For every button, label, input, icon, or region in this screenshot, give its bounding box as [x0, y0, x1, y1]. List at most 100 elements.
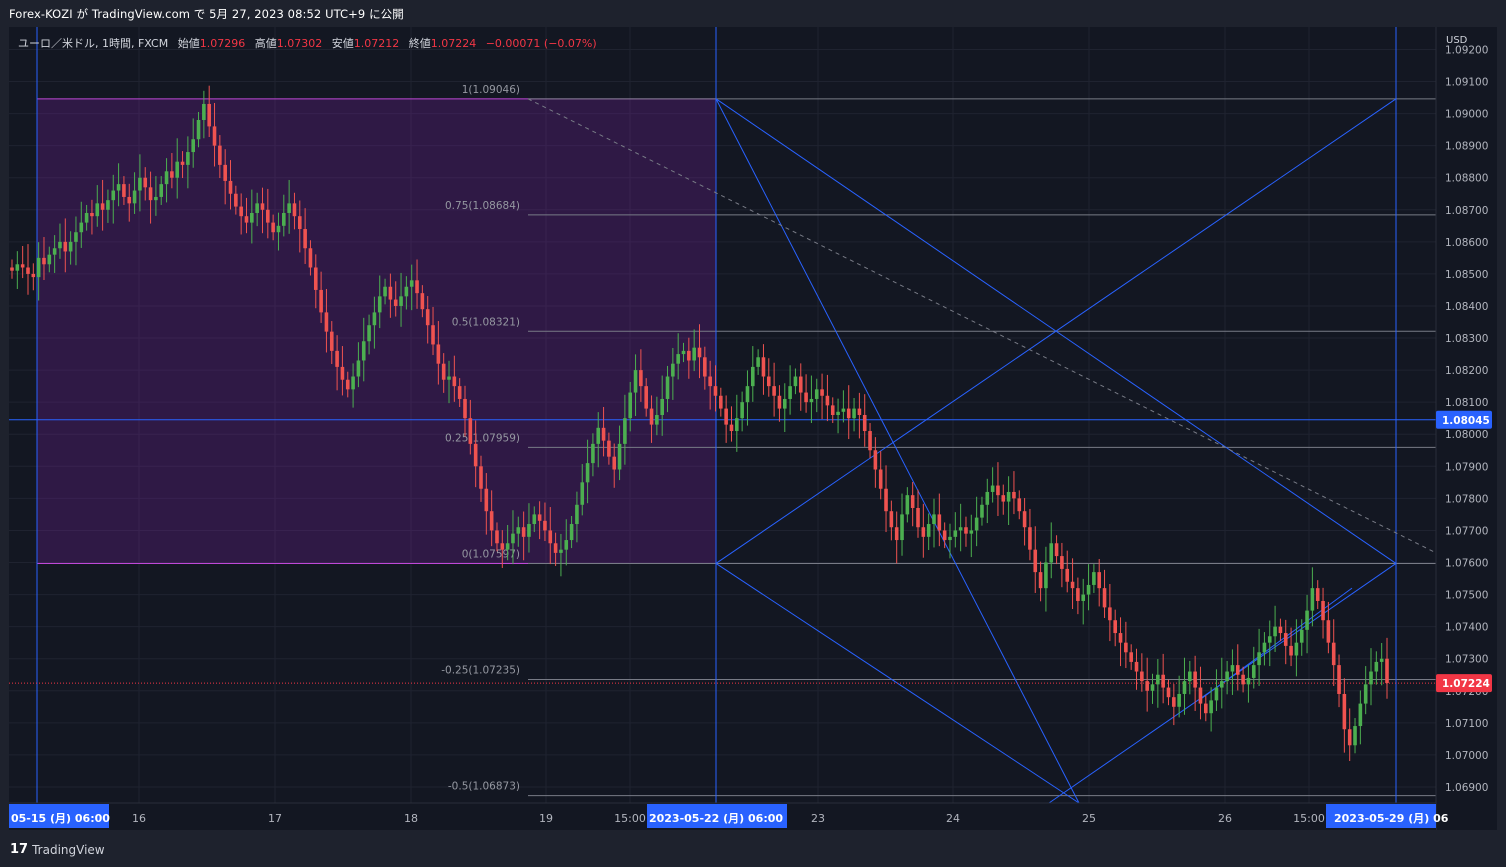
candle	[287, 179, 291, 234]
candle	[1241, 666, 1245, 693]
candle	[1012, 471, 1016, 515]
candle	[95, 185, 100, 227]
candle	[703, 346, 707, 390]
candle	[1065, 550, 1070, 593]
candle	[463, 385, 467, 437]
publish-title: Forex-KOZI が TradingView.com で 5月 27, 20…	[9, 7, 404, 21]
candle	[692, 329, 696, 372]
price-tick-label: 1.09200	[1445, 44, 1488, 56]
candle	[250, 189, 254, 244]
candle	[388, 273, 393, 318]
legend-high-label: 高値	[254, 37, 277, 50]
candle	[1161, 653, 1165, 704]
candle	[1225, 660, 1229, 695]
candle	[1353, 718, 1357, 754]
candle	[836, 398, 840, 434]
candle	[361, 317, 366, 382]
candle	[1369, 648, 1373, 706]
candle	[750, 346, 755, 402]
candle	[1081, 578, 1086, 625]
trend-line[interactable]	[715, 98, 1080, 804]
candle	[1251, 646, 1256, 689]
candle	[543, 502, 547, 542]
candle	[958, 503, 963, 552]
fib-level-label: 0.25(1.07959)	[445, 432, 520, 444]
candle	[676, 333, 680, 380]
time-marker-badge[interactable]	[1326, 804, 1436, 828]
candle	[356, 342, 361, 388]
legend-symbol: ユーロ／米ドル, 1時間, FXCM	[18, 37, 169, 50]
candle	[1140, 653, 1144, 692]
fib-retracement[interactable]: 1(1.09046) 0.75(1.08684) 0.5(1.08321) 0.25(…	[37, 84, 1436, 797]
candle	[1001, 484, 1006, 515]
legend-open-label: 始値	[177, 37, 200, 50]
candle	[713, 365, 718, 412]
time-marker-badge[interactable]	[647, 804, 787, 828]
candle	[1209, 687, 1213, 732]
price-tick-label: 1.08500	[1445, 269, 1488, 281]
candle	[623, 394, 627, 465]
candle	[1262, 632, 1267, 666]
candle	[196, 111, 201, 148]
candle	[708, 360, 712, 410]
drawing-tools[interactable]	[9, 27, 1437, 804]
candle	[697, 324, 702, 379]
price-axis[interactable]: 1.069001.070001.071001.072001.073001.074…	[1435, 27, 1497, 830]
candle	[495, 522, 499, 552]
candle	[292, 192, 297, 230]
candle	[148, 171, 153, 224]
trend-line[interactable]	[715, 98, 1397, 564]
candle	[537, 501, 542, 540]
chart-panel[interactable]: 1(1.09046) 0.75(1.08684) 0.5(1.08321) 0.25(…	[9, 27, 1497, 830]
candle	[1044, 546, 1048, 612]
candle	[585, 439, 590, 504]
price-tick-label: 1.07000	[1445, 750, 1488, 762]
candle	[393, 281, 398, 317]
price-tick-label: 1.08600	[1445, 237, 1488, 249]
price-chart[interactable]: 1(1.09046) 0.75(1.08684) 0.5(1.08321) 0.25(…	[9, 27, 1497, 830]
time-tick-label: 18	[404, 812, 418, 825]
candle	[889, 500, 894, 541]
tradingview-logo[interactable]: 17 TradingView	[10, 842, 105, 857]
candle	[1214, 669, 1219, 711]
candle	[948, 523, 952, 559]
time-tick-label: 25	[1082, 812, 1096, 825]
price-tick-label: 1.08300	[1445, 333, 1488, 345]
candle	[1113, 609, 1117, 647]
candle	[804, 374, 808, 413]
candle	[639, 349, 643, 402]
time-tick-label: 15:00	[1293, 812, 1325, 825]
candle	[1315, 580, 1320, 609]
candle	[729, 406, 734, 442]
candle	[100, 179, 105, 231]
candle	[740, 391, 744, 432]
candle	[234, 185, 238, 215]
candle	[1102, 569, 1107, 618]
candle	[47, 246, 52, 273]
candle	[985, 478, 990, 524]
candle	[1076, 577, 1080, 615]
candle	[569, 516, 574, 549]
candle	[68, 231, 73, 265]
price-tick-label: 1.08000	[1445, 429, 1488, 441]
time-marker-badge[interactable]	[9, 804, 109, 828]
candle	[1118, 617, 1123, 667]
candle	[404, 276, 409, 310]
candle	[1145, 657, 1149, 712]
candle	[372, 296, 377, 349]
candle	[596, 412, 601, 468]
candle	[1358, 690, 1363, 745]
symbol-legend: ユーロ／米ドル, 1時間, FXCM 始値1.07296 高値1.07302 安…	[18, 35, 597, 51]
candle	[31, 263, 36, 291]
dashed-trend-line[interactable]	[527, 98, 1437, 554]
candle	[671, 347, 675, 400]
legend-close-value: 1.07224	[430, 37, 477, 50]
time-axis[interactable]: 16 17 18 19 15:00 23 24 25 26 15:00 05-15 (月) 06:0…	[9, 802, 1449, 830]
fib-level-label: -0.5(1.06873)	[448, 781, 520, 793]
price-tick-label: 1.06900	[1445, 782, 1488, 794]
candle	[1305, 594, 1309, 654]
candle	[52, 235, 57, 273]
candle	[953, 512, 958, 548]
legend-change: −0.00071 (−0.07%)	[485, 37, 597, 50]
candle	[218, 135, 222, 179]
